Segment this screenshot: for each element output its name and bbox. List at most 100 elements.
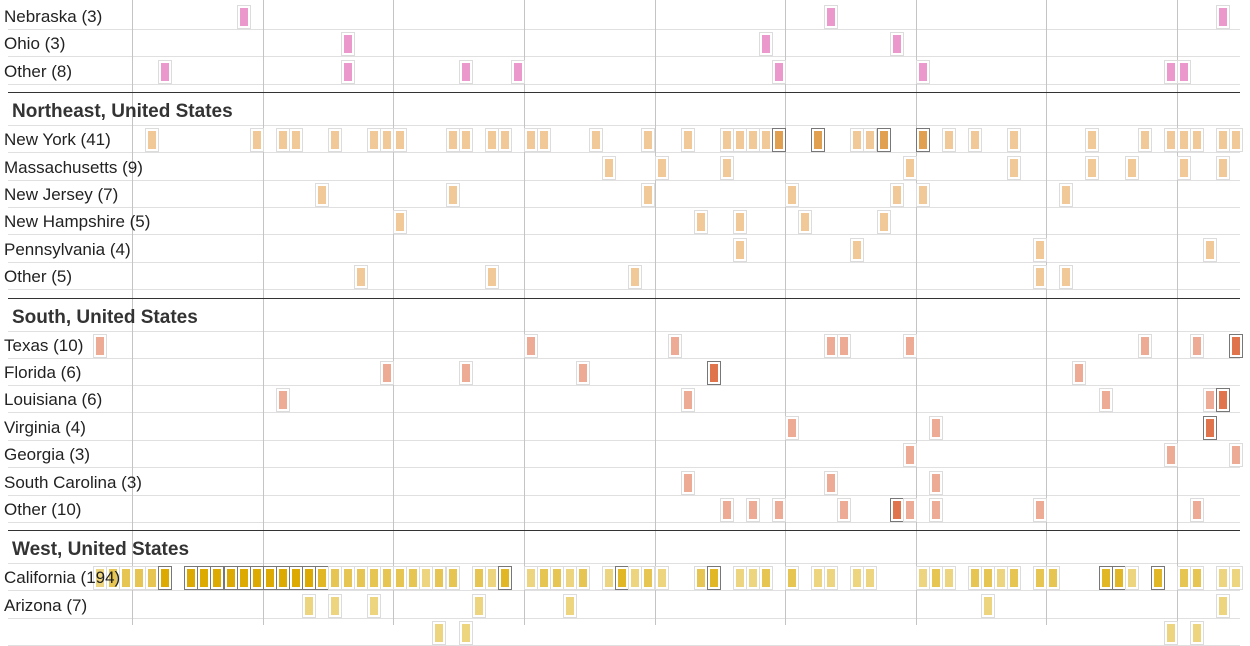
heatmap-cell[interactable]	[341, 32, 355, 56]
heatmap-cell[interactable]	[681, 471, 695, 495]
heatmap-cell[interactable]	[824, 566, 838, 590]
heatmap-cell[interactable]	[655, 156, 669, 180]
heatmap-cell[interactable]	[890, 183, 904, 207]
heatmap-cell[interactable]	[524, 128, 538, 152]
heatmap-cell[interactable]	[1177, 128, 1191, 152]
heatmap-cell[interactable]	[968, 128, 982, 152]
heatmap-cell[interactable]	[132, 566, 146, 590]
heatmap-cell[interactable]	[1112, 566, 1126, 590]
heatmap-cell[interactable]	[511, 60, 525, 84]
heatmap-cell[interactable]	[1203, 238, 1217, 262]
heatmap-cell[interactable]	[785, 566, 799, 590]
heatmap-cell[interactable]	[158, 566, 172, 590]
heatmap-cell[interactable]	[341, 566, 355, 590]
heatmap-cell[interactable]	[759, 32, 773, 56]
heatmap-cell[interactable]	[681, 388, 695, 412]
heatmap-cell[interactable]	[328, 566, 342, 590]
heatmap-cell[interactable]	[837, 334, 851, 358]
heatmap-cell[interactable]	[694, 566, 708, 590]
heatmap-cell[interactable]	[981, 566, 995, 590]
heatmap-cell[interactable]	[406, 566, 420, 590]
heatmap-cell[interactable]	[537, 566, 551, 590]
heatmap-cell[interactable]	[694, 210, 708, 234]
heatmap-cell[interactable]	[641, 183, 655, 207]
heatmap-cell[interactable]	[877, 128, 891, 152]
heatmap-cell[interactable]	[850, 566, 864, 590]
heatmap-cell[interactable]	[380, 128, 394, 152]
heatmap-cell[interactable]	[197, 566, 211, 590]
heatmap-cell[interactable]	[994, 566, 1008, 590]
heatmap-cell[interactable]	[276, 128, 290, 152]
heatmap-cell[interactable]	[746, 566, 760, 590]
heatmap-cell[interactable]	[498, 128, 512, 152]
heatmap-cell[interactable]	[289, 566, 303, 590]
heatmap-cell[interactable]	[589, 128, 603, 152]
heatmap-cell[interactable]	[367, 128, 381, 152]
heatmap-cell[interactable]	[772, 60, 786, 84]
heatmap-cell[interactable]	[903, 156, 917, 180]
heatmap-cell[interactable]	[916, 566, 930, 590]
heatmap-cell[interactable]	[720, 128, 734, 152]
heatmap-cell[interactable]	[563, 594, 577, 618]
heatmap-cell[interactable]	[733, 566, 747, 590]
heatmap-cell[interactable]	[472, 566, 486, 590]
heatmap-cell[interactable]	[1007, 156, 1021, 180]
heatmap-cell[interactable]	[446, 566, 460, 590]
heatmap-cell[interactable]	[250, 566, 264, 590]
heatmap-cell[interactable]	[224, 566, 238, 590]
heatmap-cell[interactable]	[341, 60, 355, 84]
heatmap-cell[interactable]	[759, 128, 773, 152]
heatmap-cell[interactable]	[302, 566, 316, 590]
heatmap-cell[interactable]	[1164, 443, 1178, 467]
heatmap-cell[interactable]	[1033, 265, 1047, 289]
heatmap-cell[interactable]	[824, 334, 838, 358]
heatmap-cell[interactable]	[1203, 388, 1217, 412]
heatmap-cell[interactable]	[93, 334, 107, 358]
heatmap-cell[interactable]	[459, 60, 473, 84]
heatmap-cell[interactable]	[1033, 498, 1047, 522]
heatmap-cell[interactable]	[1216, 5, 1230, 29]
heatmap-cell[interactable]	[1151, 566, 1165, 590]
heatmap-cell[interactable]	[1177, 566, 1191, 590]
heatmap-cell[interactable]	[877, 210, 891, 234]
heatmap-cell[interactable]	[354, 566, 368, 590]
heatmap-cell[interactable]	[916, 183, 930, 207]
heatmap-cell[interactable]	[720, 156, 734, 180]
heatmap-cell[interactable]	[681, 128, 695, 152]
heatmap-cell[interactable]	[524, 334, 538, 358]
heatmap-cell[interactable]	[1033, 566, 1047, 590]
heatmap-cell[interactable]	[942, 128, 956, 152]
heatmap-cell[interactable]	[367, 594, 381, 618]
heatmap-cell[interactable]	[916, 60, 930, 84]
heatmap-cell[interactable]	[863, 566, 877, 590]
heatmap-cell[interactable]	[850, 128, 864, 152]
heatmap-cell[interactable]	[641, 566, 655, 590]
heatmap-cell[interactable]	[1177, 60, 1191, 84]
heatmap-cell[interactable]	[863, 128, 877, 152]
heatmap-cell[interactable]	[432, 566, 446, 590]
heatmap-cell[interactable]	[1229, 443, 1243, 467]
heatmap-cell[interactable]	[1099, 388, 1113, 412]
heatmap-cell[interactable]	[576, 361, 590, 385]
heatmap-cell[interactable]	[250, 128, 264, 152]
heatmap-cell[interactable]	[485, 566, 499, 590]
heatmap-cell[interactable]	[733, 128, 747, 152]
heatmap-cell[interactable]	[446, 128, 460, 152]
heatmap-cell[interactable]	[184, 566, 198, 590]
heatmap-cell[interactable]	[1216, 388, 1230, 412]
heatmap-cell[interactable]	[837, 498, 851, 522]
heatmap-cell[interactable]	[1177, 156, 1191, 180]
heatmap-cell[interactable]	[485, 128, 499, 152]
heatmap-cell[interactable]	[1046, 566, 1060, 590]
heatmap-cell[interactable]	[1190, 128, 1204, 152]
heatmap-cell[interactable]	[707, 566, 721, 590]
heatmap-cell[interactable]	[1059, 265, 1073, 289]
heatmap-cell[interactable]	[472, 594, 486, 618]
heatmap-cell[interactable]	[733, 238, 747, 262]
heatmap-cell[interactable]	[850, 238, 864, 262]
heatmap-cell[interactable]	[145, 128, 159, 152]
heatmap-cell[interactable]	[785, 416, 799, 440]
heatmap-cell[interactable]	[759, 566, 773, 590]
heatmap-cell[interactable]	[1033, 238, 1047, 262]
heatmap-cell[interactable]	[276, 388, 290, 412]
